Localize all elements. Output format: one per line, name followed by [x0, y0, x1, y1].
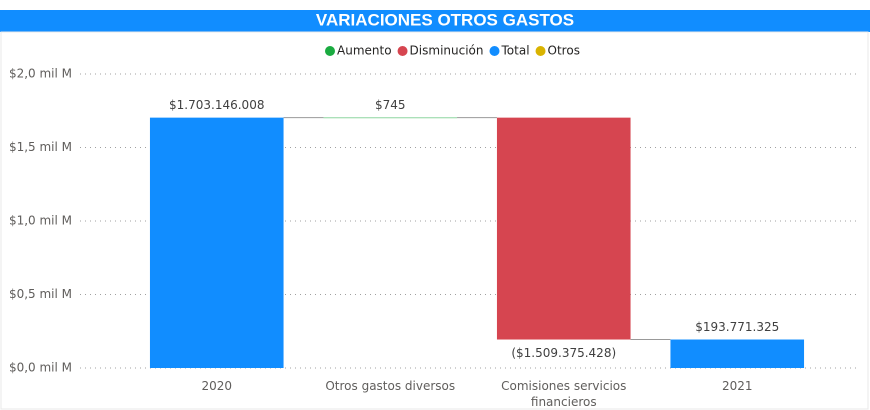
- bar: [496, 117, 631, 340]
- legend-swatch: [397, 46, 408, 56]
- legend-label: Otros: [548, 44, 580, 58]
- legend-label: Disminución: [410, 44, 484, 58]
- x-tick-label: 2020: [201, 379, 233, 393]
- y-tick-label: $0,0 mil M: [9, 361, 72, 375]
- value-label: $1.703.146.008: [169, 98, 264, 112]
- bar: [323, 117, 458, 119]
- legend-swatch: [325, 46, 335, 56]
- frame: [0, 31, 869, 410]
- y-tick-label: $2,0 mil M: [9, 67, 72, 81]
- value-label: $745: [375, 98, 406, 112]
- legend-swatch: [489, 46, 500, 56]
- x-tick-label: Otros gastos diversos: [325, 379, 456, 393]
- legend-label: Total: [501, 44, 530, 58]
- value-label: $193.771.325: [695, 320, 779, 334]
- x-tick-label: 2021: [721, 379, 753, 393]
- legend-swatch: [535, 46, 546, 56]
- x-tick-label: Comisiones servicios financieros: [501, 379, 627, 409]
- bar: [670, 339, 805, 368]
- y-tick-label: $1,0 mil M: [9, 214, 72, 228]
- legend-label: Aumento: [337, 44, 392, 58]
- title-bar: [0, 10, 870, 32]
- value-label: ($1.509.375.428): [511, 346, 616, 360]
- y-tick-label: $0,5 mil M: [9, 287, 72, 301]
- bar: [149, 117, 284, 368]
- y-tick-label: $1,5 mil M: [9, 140, 72, 154]
- chart-title: VARIACIONES OTROS GASTOS: [316, 10, 574, 29]
